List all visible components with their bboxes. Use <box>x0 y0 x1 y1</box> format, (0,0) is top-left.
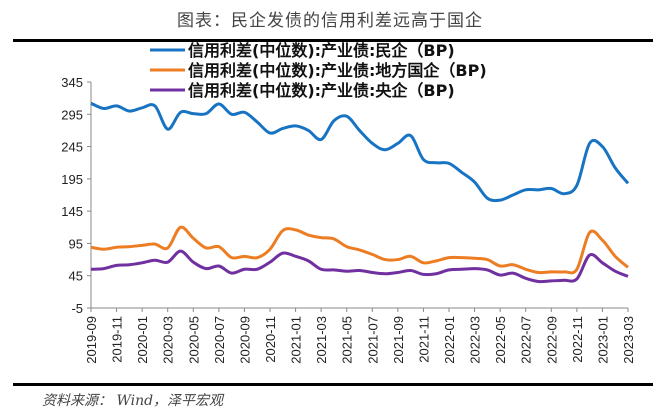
y-tick-label: 95 <box>69 236 83 251</box>
x-tick-label: 2022-03 <box>468 316 483 364</box>
x-tick-label: 2020-01 <box>135 316 150 364</box>
series-line-1 <box>90 225 629 275</box>
x-tick-label: 2022-05 <box>493 316 508 364</box>
y-tick-label: 145 <box>61 204 83 219</box>
series-line-2 <box>90 249 629 284</box>
y-tick-label: 45 <box>69 269 83 284</box>
x-tick-label: 2022-01 <box>442 316 457 364</box>
y-tick-label: 345 <box>61 75 83 90</box>
bottom-rule <box>13 383 653 386</box>
series-line-0 <box>90 101 630 203</box>
x-tick-label: 2019-09 <box>84 316 99 364</box>
x-tick-label: 2021-09 <box>391 316 406 364</box>
x-tick-label: 2022-09 <box>544 316 559 364</box>
x-tick-label: 2023-03 <box>621 316 636 364</box>
x-tick-label: 2020-11 <box>263 316 278 363</box>
legend-label-0: 信用利差(中位数):产业债:民企（BP) <box>188 41 455 60</box>
x-tick-label: 2020-07 <box>212 316 227 364</box>
x-tick-label: 2021-01 <box>289 316 304 364</box>
chart-title: 图表：民企发债的信用利差远高于国企 <box>177 11 483 31</box>
y-tick-label: 295 <box>61 107 83 122</box>
legend-label-2: 信用利差(中位数):产业债:央企（BP) <box>188 81 455 100</box>
x-tick-label: 2022-07 <box>519 316 534 364</box>
source-note: 资料来源： Wind，泽平宏观 <box>42 393 224 409</box>
y-tick-label: -5 <box>71 301 83 316</box>
legend-label-1: 信用利差(中位数):产业债:地方国企（BP) <box>188 61 487 80</box>
top-rule <box>13 39 653 42</box>
y-tick-label: 195 <box>61 172 83 187</box>
x-tick-label: 2020-03 <box>161 316 176 364</box>
x-tick-label: 2020-09 <box>237 316 252 364</box>
x-tick-label: 2023-01 <box>595 316 610 364</box>
x-tick-label: 2022-11 <box>570 316 585 363</box>
y-tick-label: 245 <box>61 140 83 155</box>
x-tick-label: 2021-03 <box>314 316 329 364</box>
x-tick-label: 2021-11 <box>416 316 431 363</box>
x-tick-label: 2020-05 <box>186 316 201 364</box>
x-tick-label: 2021-05 <box>340 316 355 364</box>
x-tick-label: 2019-11 <box>110 316 125 363</box>
x-tick-label: 2021-07 <box>365 316 380 364</box>
